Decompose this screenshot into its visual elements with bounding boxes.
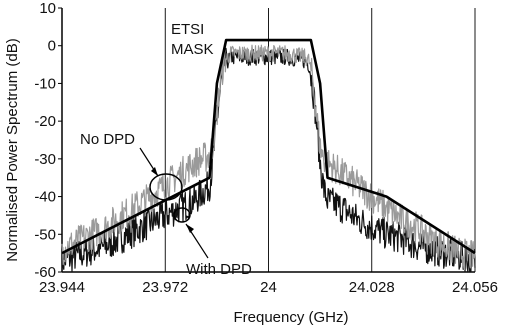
series-no-dpd	[61, 44, 476, 271]
xtick-label: 24	[260, 279, 277, 296]
series-layer	[61, 38, 476, 273]
x-tick-labels: 23.944 23.972 24 24.028 24.056	[39, 279, 498, 296]
series-etsi-mask	[61, 38, 476, 255]
ytick-label: -10	[34, 75, 56, 92]
with-dpd-callout-ellipse	[173, 207, 191, 223]
etsi-mask-label-line1: ETSI	[171, 21, 204, 38]
ytick-label: -30	[34, 151, 56, 168]
ytick-label: 0	[48, 38, 56, 55]
xtick-label: 24.056	[452, 279, 498, 296]
with-dpd-label: With DPD	[186, 261, 252, 278]
x-axis-title: Frequency (GHz)	[233, 309, 348, 326]
no-dpd-callout-ellipse	[149, 173, 183, 201]
with-dpd-arrowhead	[186, 224, 194, 233]
no-dpd-label: No DPD	[80, 131, 135, 148]
ytick-label: -20	[34, 113, 56, 130]
no-dpd-arrowhead	[151, 167, 158, 176]
y-axis-title: Normalised Power Spectrum (dB)	[4, 38, 21, 261]
ytick-label: -50	[34, 226, 56, 243]
xtick-label: 23.972	[142, 279, 188, 296]
etsi-mask-label-line2: MASK	[171, 41, 214, 58]
y-tick-labels: 10 0 -10 -20 -30 -40 -50 -60	[34, 0, 62, 281]
ytick-label: 10	[39, 0, 56, 17]
ytick-label: -40	[34, 189, 56, 206]
xtick-label: 23.944	[39, 279, 85, 296]
xtick-label: 24.028	[349, 279, 395, 296]
ytick-label: -60	[34, 264, 56, 281]
